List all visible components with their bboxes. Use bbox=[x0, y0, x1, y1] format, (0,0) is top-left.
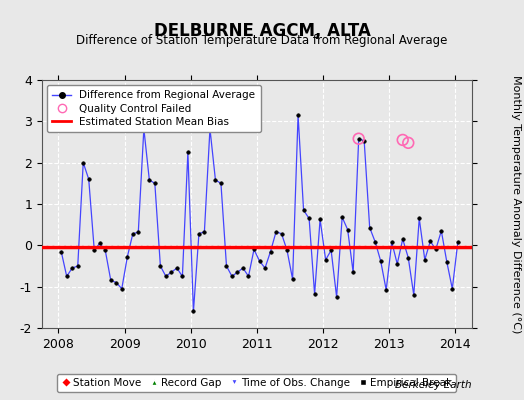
Text: Berkeley Earth: Berkeley Earth bbox=[395, 380, 472, 390]
Legend: Station Move, Record Gap, Time of Obs. Change, Empirical Break: Station Move, Record Gap, Time of Obs. C… bbox=[57, 374, 456, 392]
Text: Difference of Station Temperature Data from Regional Average: Difference of Station Temperature Data f… bbox=[77, 34, 447, 47]
Text: Monthly Temperature Anomaly Difference (°C): Monthly Temperature Anomaly Difference (… bbox=[511, 75, 521, 333]
Point bbox=[404, 140, 412, 146]
Text: DELBURNE AGCM, ALTA: DELBURNE AGCM, ALTA bbox=[154, 22, 370, 40]
Point bbox=[355, 136, 363, 142]
Point bbox=[399, 137, 407, 143]
